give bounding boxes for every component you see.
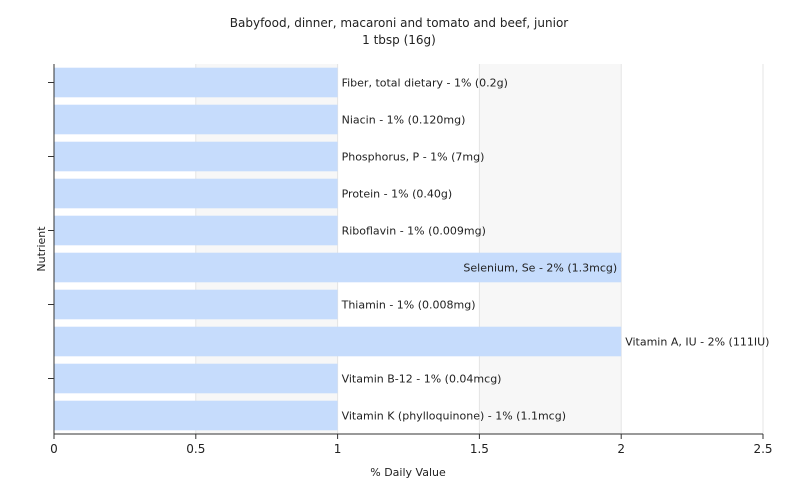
bar-label: Fiber, total dietary - 1% (0.2g) <box>342 77 508 90</box>
x-tick-label: 1.5 <box>470 442 489 456</box>
x-tick-label: 2 <box>617 442 625 456</box>
bar-label: Protein - 1% (0.40g) <box>342 188 453 201</box>
bars-group <box>54 67 622 431</box>
bar-label: Niacin - 1% (0.120mg) <box>342 114 466 127</box>
plot-band <box>337 64 480 434</box>
bar <box>54 289 338 320</box>
x-axis-ticks: 0 0.5 1 1.5 2 2.5 <box>50 434 773 456</box>
bar <box>54 363 338 394</box>
bar-label: Phosphorus, P - 1% (7mg) <box>342 151 485 164</box>
bar <box>54 178 338 209</box>
x-tick-label: 1 <box>334 442 342 456</box>
chart-title: Babyfood, dinner, macaroni and tomato an… <box>230 16 569 30</box>
bar-label: Vitamin K (phylloquinone) - 1% (1.1mcg) <box>342 410 566 423</box>
bar-label: Thiamin - 1% (0.008mg) <box>341 299 476 312</box>
bar <box>54 252 622 283</box>
bar <box>54 141 338 172</box>
axes <box>53 64 763 435</box>
y-axis-title: Nutrient <box>35 226 48 272</box>
plot-band <box>621 64 763 434</box>
bar <box>54 215 338 246</box>
bar-labels-group: Fiber, total dietary - 1% (0.2g) Niacin -… <box>341 77 770 423</box>
bar <box>54 104 338 135</box>
x-tick-label: 0 <box>50 442 58 456</box>
x-tick-label: 2.5 <box>753 442 772 456</box>
chart-subtitle: 1 tbsp (16g) <box>362 33 436 47</box>
bar-label: Riboflavin - 1% (0.009mg) <box>342 225 486 238</box>
x-axis-title: % Daily Value <box>370 466 446 479</box>
x-tick-label: 0.5 <box>186 442 205 456</box>
y-axis-ticks <box>48 82 54 379</box>
bar-label: Vitamin A, IU - 2% (111IU) <box>625 336 769 349</box>
bar <box>54 67 338 98</box>
bar-label: Vitamin B-12 - 1% (0.04mcg) <box>342 373 502 386</box>
plot-band <box>479 64 622 434</box>
bar <box>54 326 622 357</box>
bar-label: Selenium, Se - 2% (1.3mcg) <box>463 262 617 275</box>
bar <box>54 400 338 431</box>
